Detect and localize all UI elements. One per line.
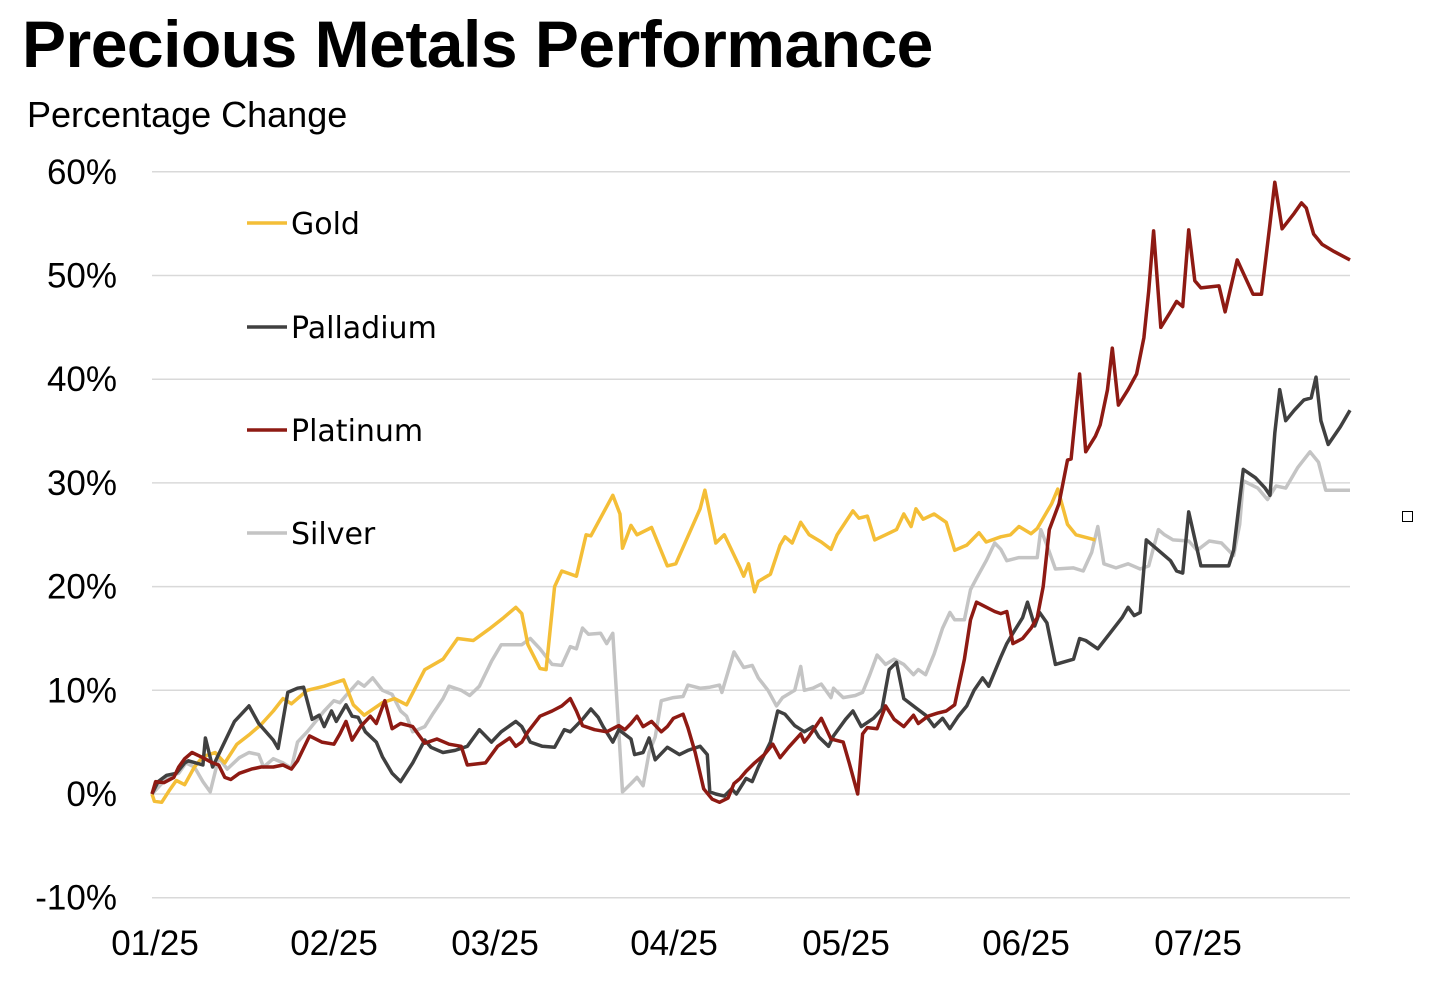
x-axis-ticks: 01/25 02/25 03/25 04/25 05/25 06/25 07/25 (111, 924, 1242, 963)
y-axis-ticks: 60% 50% 40% 30% 20% 10% 0% -10% (35, 153, 117, 918)
x-tick-label: 03/25 (451, 924, 539, 963)
y-tick-label: 10% (47, 671, 117, 710)
y-tick-label: -10% (35, 879, 117, 918)
chart-title: Precious Metals Performance (22, 7, 933, 81)
legend-item-gold: Gold (247, 207, 360, 242)
y-tick-label: 0% (66, 775, 117, 814)
series-line-gold (150, 487, 1096, 805)
legend-label: Silver (291, 517, 376, 552)
chart-subtitle: Percentage Change (27, 94, 348, 135)
legend-label: Gold (291, 207, 360, 242)
y-tick-label: 30% (47, 464, 117, 503)
legend-item-palladium: Palladium (247, 311, 437, 346)
legend-item-silver: Silver (247, 517, 376, 552)
x-tick-label: 02/25 (290, 924, 378, 963)
x-tick-label: 06/25 (982, 924, 1070, 963)
x-tick-label: 04/25 (630, 924, 718, 963)
legend-item-platinum: Platinum (247, 414, 423, 449)
resize-handle-icon[interactable] (1402, 511, 1413, 522)
legend: Gold Palladium Platinum Silver (247, 207, 437, 552)
legend-label: Platinum (291, 414, 423, 449)
y-tick-label: 50% (47, 257, 117, 296)
series-lines (150, 180, 1352, 805)
x-tick-label: 05/25 (802, 924, 890, 963)
legend-label: Palladium (291, 311, 437, 346)
x-tick-label: 07/25 (1154, 924, 1242, 963)
series-line-silver (150, 450, 1350, 796)
y-tick-label: 40% (47, 360, 117, 399)
y-tick-label: 60% (47, 153, 117, 192)
series-line-platinum (150, 180, 1351, 805)
y-tick-label: 20% (47, 568, 117, 607)
x-tick-label: 01/25 (111, 924, 199, 963)
